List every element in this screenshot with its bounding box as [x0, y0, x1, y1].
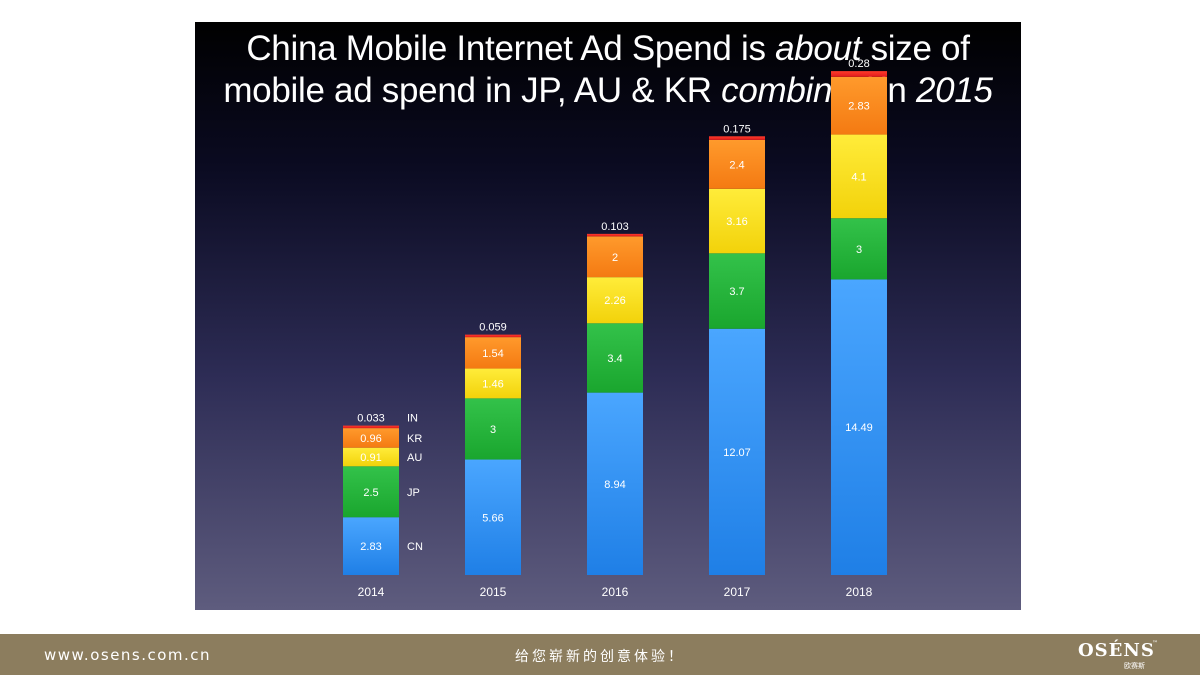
bar-segment-cn-2016 [587, 392, 643, 575]
bar-segment-au-2016 [587, 277, 643, 324]
data-label-kr-2018: 2.83 [848, 101, 869, 113]
data-label-jp-2014: 2.5 [363, 487, 378, 499]
data-label-jp-2016: 3.4 [607, 353, 622, 365]
bar-segment-kr-2014 [343, 428, 399, 448]
title-text: size of [861, 29, 970, 68]
title-emphasis: 2015 [916, 71, 993, 110]
bar-segment-au-2018 [831, 134, 887, 219]
legend-label-jp: JP [407, 487, 420, 499]
bar-segment-kr-2016 [587, 236, 643, 278]
x-tick-label-2015: 2015 [480, 585, 507, 599]
data-label-au-2018: 4.1 [851, 171, 866, 183]
data-label-in-2014: 0.033 [357, 413, 385, 425]
data-label-jp-2015: 3 [490, 424, 496, 436]
logo-wordmark: OSÉNS [1078, 640, 1155, 661]
data-label-jp-2018: 3 [856, 244, 862, 256]
osens-logo: OSÉNS ™ 欧赛斯 [1078, 638, 1158, 672]
chart-title: China Mobile Internet Ad Spend is about … [195, 28, 1021, 112]
bar-segment-kr-2017 [709, 139, 765, 189]
bar-segment-kr-2015 [465, 337, 521, 369]
bar-segment-au-2017 [709, 188, 765, 254]
slogan: 给您崭新的创意体验！ [515, 649, 685, 665]
x-tick-label-2018: 2018 [846, 585, 873, 599]
legend-label-cn: CN [407, 541, 423, 553]
data-label-cn-2015: 5.66 [482, 512, 503, 524]
data-label-au-2016: 2.26 [604, 295, 625, 307]
bar-segment-cn-2014 [343, 517, 399, 575]
title-line-1: China Mobile Internet Ad Spend is about … [195, 28, 1021, 70]
bar-segment-au-2014 [343, 447, 399, 467]
bar-segment-in-2017 [709, 136, 765, 140]
data-label-in-2016: 0.103 [601, 221, 629, 233]
bar-segment-au-2015 [465, 368, 521, 399]
logo-trademark: ™ [1152, 640, 1158, 647]
data-label-in-2017: 0.175 [723, 123, 751, 135]
x-tick-label-2014: 2014 [358, 585, 385, 599]
bar-segment-kr-2018 [831, 76, 887, 135]
data-label-au-2015: 1.46 [482, 378, 503, 390]
data-label-cn-2017: 12.07 [723, 447, 751, 459]
x-tick-label-2017: 2017 [724, 585, 751, 599]
bar-segment-in-2016 [587, 233, 643, 237]
bar-segment-jp-2016 [587, 323, 643, 393]
data-label-cn-2018: 14.49 [845, 422, 873, 434]
data-label-kr-2017: 2.4 [729, 159, 744, 171]
stacked-bar-chart: 2.83 2.5 0.91 0.96 0.033 2014 5.66 3 1.46 1.54 0.0… [343, 58, 887, 599]
bar-segment-jp-2015 [465, 398, 521, 460]
data-label-kr-2014: 0.96 [360, 433, 381, 445]
website-link[interactable]: www.osens.com.cn [44, 646, 212, 664]
data-label-jp-2017: 3.7 [729, 286, 744, 298]
footer-bar: www.osens.com.cn 给您崭新的创意体验！ OSÉNS ™ 欧赛斯 [0, 634, 1200, 675]
data-label-kr-2015: 1.54 [482, 348, 503, 360]
slide: China Mobile Internet Ad Spend is about … [195, 22, 1021, 610]
legend-label-kr: KR [407, 433, 422, 445]
legend-label-in: IN [407, 413, 418, 425]
title-emphasis: about [775, 29, 862, 68]
data-label-cn-2014: 2.83 [360, 541, 381, 553]
legend-label-au: AU [407, 452, 422, 464]
data-label-cn-2016: 8.94 [604, 479, 625, 491]
bar-segment-cn-2017 [709, 328, 765, 575]
title-line-2: mobile ad spend in JP, AU & KR combined … [195, 70, 1021, 112]
data-label-in-2015: 0.059 [479, 322, 507, 334]
bar-segment-in-2015 [465, 334, 521, 338]
bar-segment-jp-2014 [343, 466, 399, 518]
data-label-au-2014: 0.91 [360, 452, 381, 464]
data-label-au-2017: 3.16 [726, 216, 747, 228]
title-text: China Mobile Internet Ad Spend is [246, 29, 776, 68]
title-text: mobile ad spend in JP, AU & KR [223, 71, 722, 110]
logo-subtext: 欧赛斯 [1124, 662, 1145, 670]
bar-segment-cn-2018 [831, 279, 887, 575]
x-tick-label-2016: 2016 [602, 585, 629, 599]
bar-segment-in-2014 [343, 425, 399, 429]
bar-segment-in-2018 [831, 71, 887, 77]
bar-segment-jp-2018 [831, 218, 887, 280]
data-label-kr-2016: 2 [612, 252, 618, 264]
bar-segment-jp-2017 [709, 253, 765, 329]
data-label-in-2018: 0.28 [848, 58, 869, 70]
bar-segment-cn-2015 [465, 459, 521, 575]
